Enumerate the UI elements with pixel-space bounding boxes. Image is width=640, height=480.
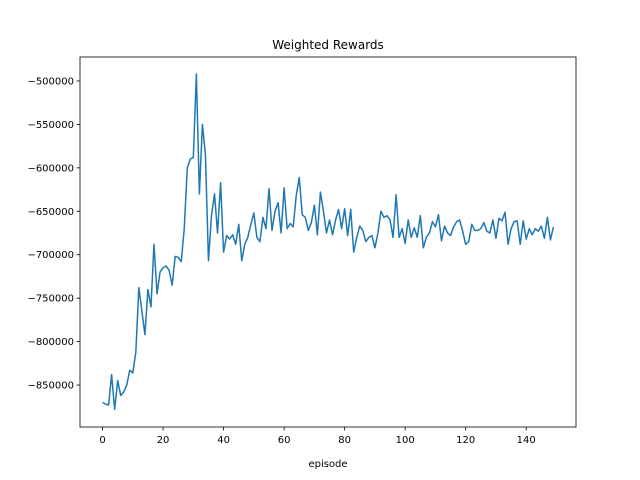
x-tick-label: 80	[338, 435, 351, 446]
x-tick-label: 120	[456, 435, 475, 446]
y-tick-label: −600000	[27, 163, 74, 174]
x-tick-label: 0	[99, 435, 105, 446]
x-axis-label: episode	[308, 459, 347, 470]
y-tick-label: −750000	[27, 294, 74, 305]
y-tick-label: −550000	[27, 120, 74, 131]
plot-area	[79, 56, 577, 428]
chart-title: Weighted Rewards	[272, 38, 384, 52]
series-line	[102, 73, 555, 411]
x-tick-label: 20	[157, 435, 170, 446]
x-tick-label: 100	[396, 435, 415, 446]
x-tick-label: 60	[278, 435, 291, 446]
y-tick-label: −500000	[27, 76, 74, 87]
x-tick-label: 140	[517, 435, 536, 446]
y-tick-label: −700000	[27, 250, 74, 261]
y-tick-label: −800000	[27, 337, 74, 348]
x-tick-label: 40	[217, 435, 230, 446]
y-tick-label: −650000	[27, 207, 74, 218]
y-tick-label: −850000	[27, 381, 74, 392]
